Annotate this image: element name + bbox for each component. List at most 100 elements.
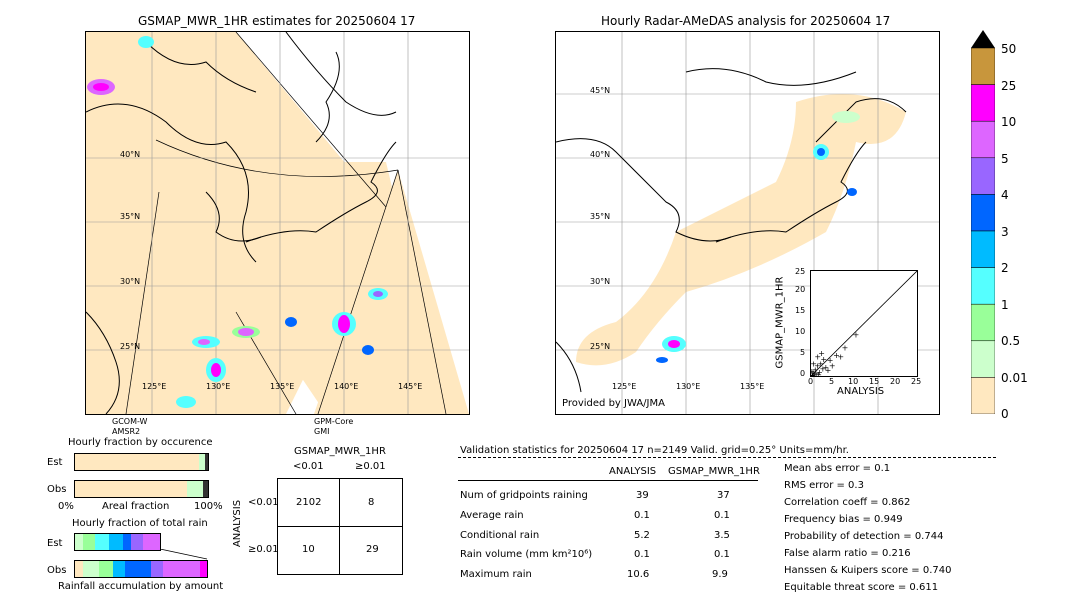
colorbar-label-10: 10	[1001, 115, 1017, 129]
colorbar-segment	[970, 47, 996, 85]
validation-divider	[458, 457, 996, 458]
occurrence-est-seg2	[205, 454, 208, 470]
colorbar-label-50: 50	[1001, 42, 1017, 56]
validation-header: Validation statistics for 20250604 17 n=…	[460, 445, 849, 456]
scatter-point: +	[822, 363, 829, 372]
scatter-point: +	[814, 353, 821, 362]
score-line: Hanssen & Kuipers score = 0.740	[784, 565, 952, 576]
colorbar-segment	[970, 377, 996, 415]
contingency-cell-22: 29	[366, 544, 379, 555]
total-rain-est-bar	[74, 533, 161, 551]
score-line: RMS error = 0.3	[784, 480, 864, 491]
left-lon-label-145: 145°E	[398, 382, 423, 391]
validation-row-label: Average rain	[460, 510, 524, 521]
scatter-tick-y25: 25	[795, 267, 806, 276]
total-rain-est-label: Est	[47, 538, 63, 549]
left-lat-label-35: 35°N	[120, 212, 141, 221]
colorbar-label-2: 2	[1001, 261, 1009, 275]
contingency-row1: <0.01	[248, 497, 279, 508]
contingency-cell-11: 2102	[296, 497, 322, 508]
score-line: False alarm ratio = 0.216	[784, 548, 911, 559]
total-rain-footer: Rainfall accumulation by amount	[58, 581, 224, 592]
scatter-tick-y0: 0	[800, 369, 806, 378]
scatter-tick-y20: 20	[795, 285, 806, 294]
occurrence-est-label: Est	[47, 457, 63, 468]
colorbar-segment	[970, 84, 996, 122]
right-map: 45°N 40°N 35°N 30°N 25°N 125°E 130°E 135…	[555, 31, 940, 415]
scatter-point: +	[827, 356, 834, 365]
left-map-svg	[86, 32, 469, 414]
right-lon-label-135: 135°E	[740, 382, 765, 391]
occurrence-obs-seg	[187, 481, 203, 497]
validation-col-rule	[458, 480, 758, 481]
scatter-point: +	[811, 372, 816, 376]
scatter-ylabel: GSMAP_MWR_1HR	[774, 276, 786, 369]
validation-row-label: Conditional rain	[460, 530, 540, 541]
occurrence-axis-mid: Areal fraction	[102, 501, 170, 512]
scatter-point: +	[816, 368, 823, 376]
validation-row-b: 0.1	[714, 510, 730, 521]
score-line: Frequency bias = 0.949	[784, 514, 903, 525]
credit-label: Provided by JWA/JMA	[562, 398, 665, 409]
colorbar-label-0-5: 0.5	[1001, 334, 1021, 348]
colorbar-label-0-01: 0.01	[1001, 371, 1028, 385]
validation-row-a: 10.6	[627, 569, 650, 580]
sensor-right-label2: GMI	[314, 427, 330, 436]
left-lat-label-30: 30°N	[120, 277, 141, 286]
sensor-left-label2: AMSR2	[112, 427, 141, 436]
scatter-point: +	[853, 330, 860, 339]
scatter-point: +	[812, 366, 819, 375]
contingency-cell-12: 8	[368, 497, 375, 508]
score-line: Correlation coeff = 0.862	[784, 497, 911, 508]
score-line: Mean abs error = 0.1	[784, 463, 891, 474]
validation-row-b: 9.9	[712, 569, 728, 580]
colorbar-segment	[970, 194, 996, 232]
scatter-point: +	[820, 355, 827, 364]
contingency-cell-21: 10	[302, 544, 315, 555]
contingency-title: GSMAP_MWR_1HR	[294, 446, 386, 457]
scatter-point: +	[811, 359, 817, 368]
scatter-inset: ++++++++++++++++++++++++	[808, 270, 918, 381]
scatter-point: +	[811, 370, 818, 376]
scatter-tick-y15: 15	[795, 306, 806, 315]
scatter-tick-x10: 10	[848, 377, 859, 386]
left-lon-label-140: 140°E	[334, 382, 359, 391]
contingency-col2: ≥0.01	[355, 461, 386, 472]
total-rain-obs-bar	[74, 560, 208, 578]
colorbar-segment	[970, 303, 996, 342]
colorbar-svg	[970, 30, 996, 415]
colorbar-segment	[970, 157, 996, 195]
scatter-tick-y5: 5	[800, 348, 806, 357]
colorbar-label-5: 5	[1001, 152, 1009, 166]
validation-col-a: ANALYSIS	[609, 466, 657, 477]
sensor-left-label: GCOM-W	[112, 417, 148, 426]
left-lon-label-130: 130°E	[206, 382, 231, 391]
validation-row-a: 39	[636, 490, 649, 501]
contingency-row2: ≥0.01	[248, 544, 279, 555]
total-rain-obs-label: Obs	[47, 565, 67, 576]
occurrence-title: Hourly fraction by occurence	[68, 437, 213, 448]
right-lat-label-40: 40°N	[590, 150, 611, 159]
scatter-point: +	[814, 362, 821, 371]
occurrence-obs-bar	[74, 480, 209, 498]
colorbar-segment	[970, 267, 996, 305]
validation-row-b: 3.5	[714, 530, 730, 541]
scatter-point: +	[837, 353, 844, 362]
validation-row-label: Rain volume (mm km²10⁶)	[460, 549, 593, 560]
validation-row-a: 0.1	[634, 510, 650, 521]
scatter-point: +	[825, 366, 832, 375]
occurrence-obs-seg2	[203, 481, 208, 497]
occurrence-axis-left: 0%	[58, 501, 74, 512]
left-lat-label-40: 40°N	[120, 150, 141, 159]
sensor-right-label: GPM-Core	[314, 417, 354, 426]
right-lat-label-35: 35°N	[590, 212, 611, 221]
validation-col-b: GSMAP_MWR_1HR	[668, 466, 760, 477]
contingency-grid: 2102 8 10 29	[277, 478, 403, 575]
validation-row-a: 5.2	[634, 530, 650, 541]
right-lat-label-30: 30°N	[590, 277, 611, 286]
occurrence-obs-label: Obs	[47, 484, 67, 495]
validation-row-b: 0.1	[714, 549, 730, 560]
scatter-tick-x20: 20	[890, 377, 901, 386]
validation-row-a: 0.1	[634, 549, 650, 560]
scatter-point: +	[820, 364, 827, 373]
